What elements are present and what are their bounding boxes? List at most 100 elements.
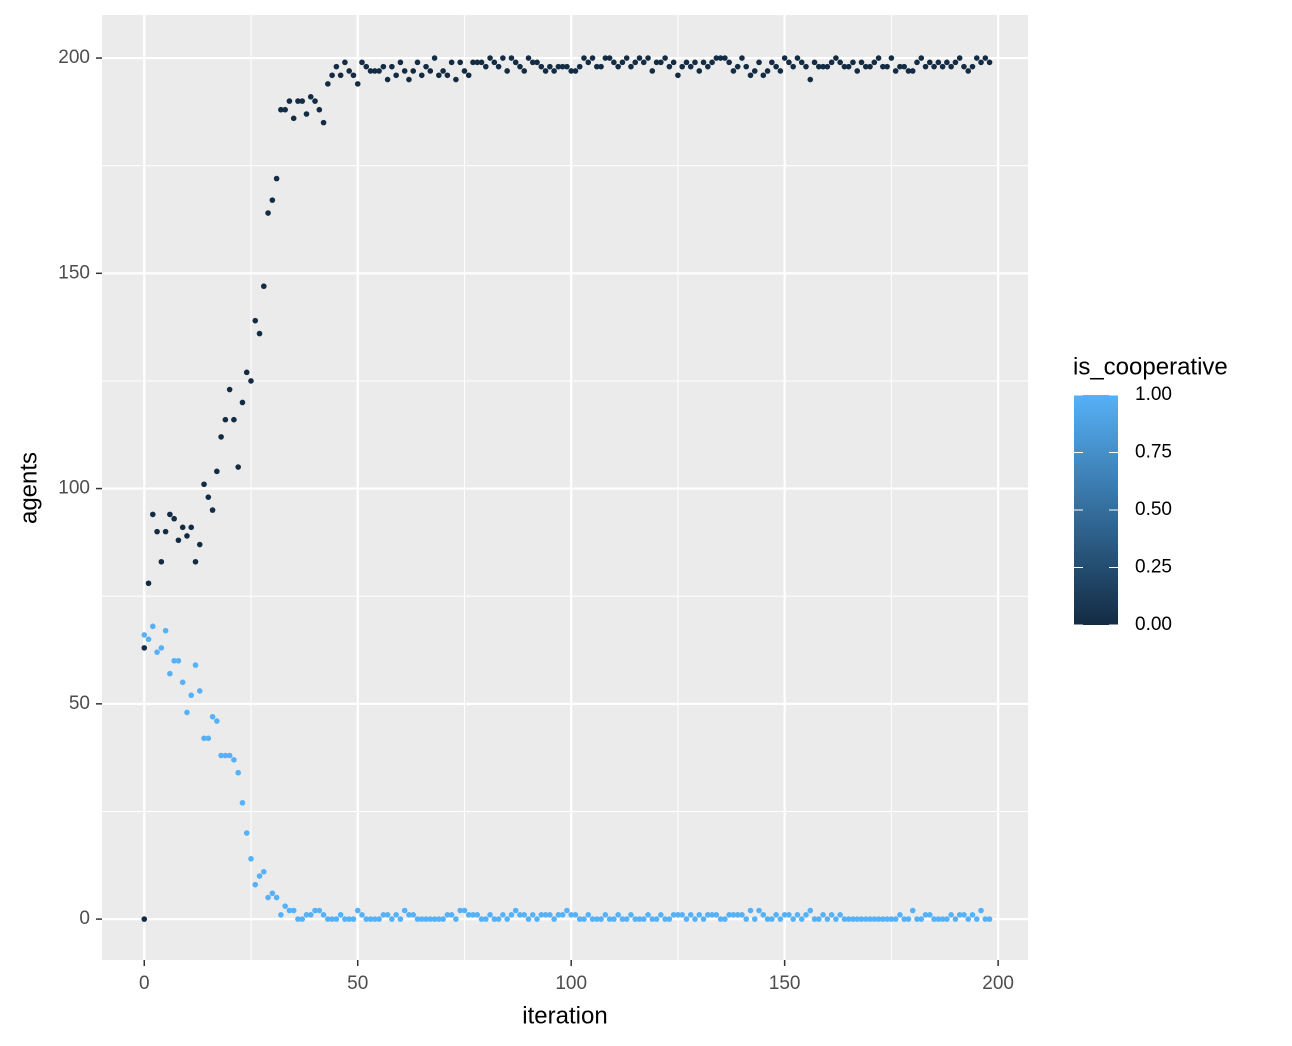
- point: [645, 55, 651, 61]
- point: [816, 916, 822, 922]
- point: [491, 916, 498, 922]
- point: [410, 911, 417, 918]
- point: [359, 911, 365, 918]
- point: [414, 59, 421, 66]
- point: [623, 916, 630, 922]
- point: [952, 59, 959, 66]
- x-tick-label: 200: [982, 973, 1014, 994]
- point: [909, 68, 916, 74]
- point: [380, 63, 387, 70]
- point: [845, 63, 852, 70]
- point: [525, 916, 532, 922]
- point: [231, 757, 237, 763]
- point: [905, 68, 912, 74]
- point: [687, 911, 694, 918]
- point: [892, 68, 899, 74]
- point: [376, 916, 382, 922]
- point: [683, 59, 690, 66]
- point: [611, 916, 617, 922]
- point: [534, 916, 540, 922]
- point: [824, 916, 831, 922]
- point: [256, 873, 263, 879]
- point: [290, 907, 297, 914]
- point: [141, 645, 148, 651]
- point: [564, 63, 570, 70]
- point: [342, 59, 348, 66]
- point: [880, 916, 886, 922]
- point: [538, 63, 545, 70]
- point: [692, 59, 698, 66]
- point: [777, 68, 784, 74]
- point: [961, 63, 967, 70]
- point: [751, 916, 758, 922]
- y-tick-label: 100: [58, 478, 90, 499]
- point: [265, 894, 271, 901]
- point: [956, 55, 963, 61]
- point: [619, 916, 626, 922]
- point: [649, 68, 656, 74]
- point: [666, 63, 673, 70]
- point: [909, 907, 916, 914]
- point: [487, 911, 493, 918]
- point: [640, 916, 647, 922]
- point: [389, 63, 395, 70]
- point: [939, 916, 946, 922]
- point: [901, 63, 907, 70]
- point: [726, 911, 732, 918]
- point: [969, 63, 976, 70]
- point: [931, 63, 937, 70]
- point: [581, 916, 587, 922]
- point: [777, 916, 784, 922]
- point: [478, 916, 485, 922]
- legend-label: 1.00: [1135, 384, 1172, 405]
- point: [529, 59, 536, 66]
- point: [239, 800, 246, 806]
- point: [196, 541, 203, 548]
- point: [709, 59, 715, 66]
- point: [342, 916, 348, 922]
- point: [457, 59, 463, 66]
- point: [675, 72, 681, 79]
- point: [615, 911, 621, 918]
- point: [743, 916, 750, 922]
- point: [278, 106, 284, 113]
- point: [986, 59, 993, 66]
- point: [948, 63, 954, 70]
- point: [931, 916, 937, 922]
- point: [790, 63, 796, 70]
- point: [209, 507, 216, 513]
- point: [325, 916, 331, 922]
- point: [222, 752, 229, 759]
- point: [517, 911, 523, 918]
- point: [794, 911, 801, 918]
- point: [384, 76, 391, 83]
- point: [781, 911, 788, 918]
- point: [474, 59, 481, 66]
- point: [525, 55, 532, 61]
- y-tick-label: 50: [69, 693, 90, 714]
- point: [239, 399, 246, 406]
- point: [269, 890, 276, 897]
- point: [636, 55, 643, 61]
- point: [453, 916, 459, 922]
- point: [273, 894, 280, 901]
- point: [935, 59, 942, 66]
- point: [367, 916, 374, 922]
- point: [329, 916, 335, 922]
- point: [538, 911, 545, 918]
- point: [282, 903, 288, 909]
- point: [141, 916, 148, 922]
- point: [167, 511, 173, 518]
- point: [892, 916, 899, 922]
- point: [235, 464, 241, 470]
- point: [679, 63, 685, 70]
- point: [508, 55, 515, 61]
- point: [978, 59, 984, 66]
- point: [487, 55, 493, 61]
- point: [935, 916, 942, 922]
- point: [150, 623, 156, 630]
- point: [440, 916, 446, 922]
- point: [602, 55, 609, 61]
- point: [640, 59, 647, 66]
